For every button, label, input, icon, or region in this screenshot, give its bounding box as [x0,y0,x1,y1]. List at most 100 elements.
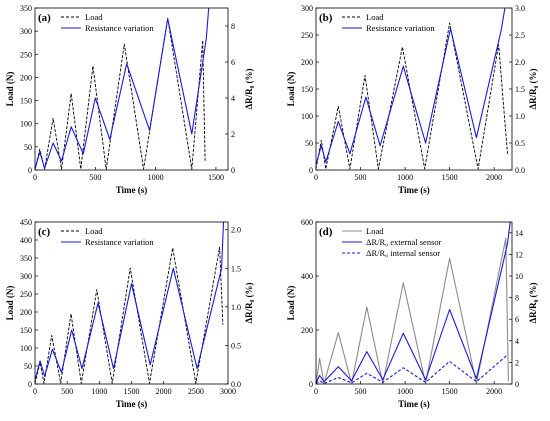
y-right-tick-label: 0.5 [231,341,241,350]
y-right-tick-label: 4 [231,94,235,103]
y-left-tick-label: 50 [305,139,313,148]
y-left-tick-label: 0 [28,380,32,389]
x-tick-label: 500 [61,387,73,396]
series-line-2 [316,221,511,384]
y-left-tick-label: 100 [301,112,313,121]
x-tick-label: 1000 [397,387,413,396]
x-tick-label: 2000 [486,387,502,396]
y-left-tick-label: 400 [301,272,313,281]
y-right-tick-label: 0 [515,380,519,389]
panel-label: (d) [319,226,333,238]
y-left-axis-label: Load (N) [5,72,15,107]
y-right-axis-label: ΔR/R₀ (%) [528,68,538,109]
x-tick-label: 1500 [442,387,458,396]
y-right-axis-label: ΔR/R₀ (%) [244,68,254,109]
legend-entry-2: Resistance variation [85,23,154,33]
x-tick-label: 1000 [148,173,164,182]
y-left-tick-label: 0 [28,166,32,175]
chart-panel-2: 0 500 1000 1500 2000 0 50 100 150 200 250 300 0.0 0.5… [286,4,538,195]
x-tick-label: 2000 [156,387,172,396]
x-tick-label: 1000 [397,173,413,182]
y-left-tick-label: 250 [20,50,32,59]
legend-entry-2: Resistance variation [366,23,435,33]
panel-label: (b) [319,12,333,24]
y-right-tick-label: 1.0 [515,112,525,121]
x-tick-label: 0 [33,387,37,396]
x-tick-label: 3000 [220,387,236,396]
y-left-axis-label: Load (N) [286,72,296,107]
y-right-tick-label: 3.0 [515,4,525,13]
y-left-tick-label: 300 [20,272,32,281]
x-tick-label: 0 [33,173,37,182]
y-right-tick-label: 10 [515,272,523,281]
y-right-tick-label: 6 [231,58,235,67]
y-left-tick-label: 150 [20,97,32,106]
y-left-tick-label: 150 [20,326,32,335]
series-line-2 [316,7,506,165]
y-right-axis-label: ΔR/R₀ (%) [244,282,254,323]
legend-entry-1: Load [85,12,103,22]
y-left-tick-label: 50 [24,143,32,152]
series-line-1 [316,237,509,384]
y-left-axis-label: Load (N) [286,286,296,321]
chart-panel-4: 0 500 1000 1500 2000 0 200 400 600 0 2 4 6 8 10 12 14 Tim… [286,218,538,409]
y-right-tick-label: 8 [515,294,519,303]
y-left-tick-label: 200 [20,73,32,82]
y-right-tick-label: 0.5 [515,139,525,148]
x-tick-label: 1500 [208,173,224,182]
y-left-tick-label: 400 [20,236,32,245]
x-tick-label: 1500 [442,173,458,182]
chart-panel-1: 0 500 1000 1500 0 50 100 150 200 250 300 350 0 2 4 6 8 Ti… [5,4,254,195]
panel-label: (a) [38,12,51,24]
plot-frame [34,7,229,171]
y-right-tick-label: 1.5 [515,85,525,94]
y-left-tick-label: 300 [301,4,313,13]
y-right-tick-label: 0.0 [515,166,525,175]
y-right-axis-label: ΔR/R₀ (%) [528,282,538,323]
x-tick-label: 0 [314,387,318,396]
y-left-tick-label: 200 [301,58,313,67]
y-left-tick-label: 150 [301,85,313,94]
y-right-tick-label: 2.5 [515,31,525,40]
y-left-tick-label: 300 [20,27,32,36]
x-tick-label: 0 [314,173,318,182]
y-left-tick-label: 250 [301,31,313,40]
y-left-tick-label: 50 [24,362,32,371]
panel-label: (c) [38,226,51,238]
x-axis-label: Time (s) [116,399,148,409]
y-left-tick-label: 250 [20,290,32,299]
series-line-2 [35,221,225,381]
y-right-tick-label: 12 [515,250,523,259]
y-left-axis-label: Load (N) [5,286,15,321]
y-right-tick-label: 0.0 [231,380,241,389]
legend-entry-1: Load [85,226,103,236]
legend-entry-3: ΔR/R₀ internal sensor [366,248,440,258]
series-line-3 [316,354,508,384]
x-tick-label: 500 [355,387,367,396]
y-left-tick-label: 450 [20,218,32,227]
y-left-tick-label: 350 [20,4,32,13]
y-left-tick-label: 100 [20,344,32,353]
x-tick-label: 500 [355,173,367,182]
plot-frame [315,221,513,385]
y-left-tick-label: 200 [301,326,313,335]
x-tick-label: 2500 [188,387,204,396]
series-line-1 [316,22,508,170]
y-right-tick-label: 1.5 [231,264,241,273]
y-right-tick-label: 6 [515,315,519,324]
y-right-tick-label: 4 [515,337,519,346]
y-left-tick-label: 0 [309,166,313,175]
y-right-tick-label: 1.0 [231,303,241,312]
y-right-tick-label: 8 [231,22,235,31]
y-right-tick-label: 0 [231,166,235,175]
y-left-tick-label: 100 [20,120,32,129]
y-left-tick-label: 0 [309,380,313,389]
y-left-tick-label: 200 [20,308,32,317]
legend-entry-2: Resistance variation [85,237,154,247]
y-right-tick-label: 2 [515,358,519,367]
y-right-tick-label: 2 [231,130,235,139]
legend-entry-1: Load [366,12,384,22]
series-line-2 [35,7,210,170]
y-right-tick-label: 2.0 [515,58,525,67]
y-left-tick-label: 350 [20,254,32,263]
